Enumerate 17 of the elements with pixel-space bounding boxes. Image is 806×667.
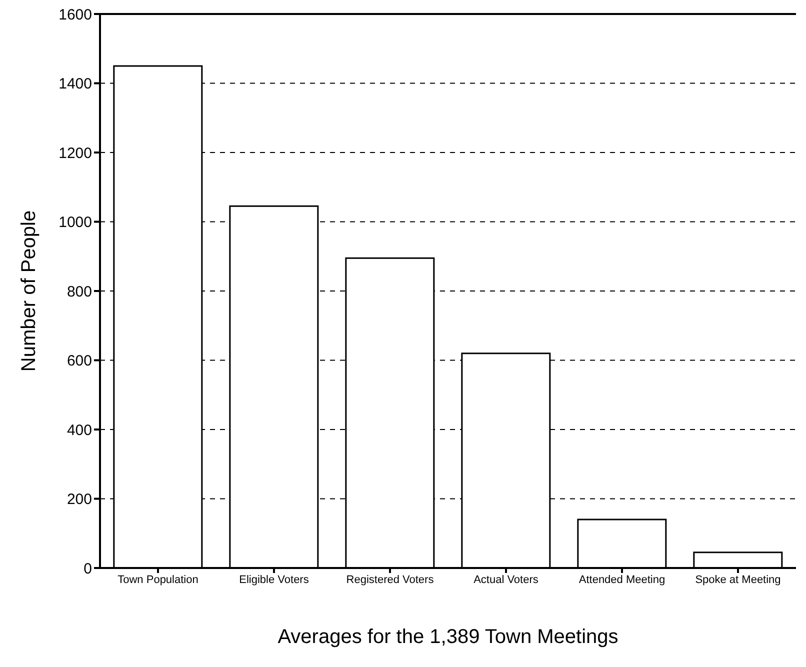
y-tick-label: 1400 [58, 76, 92, 93]
x-tick-label: Registered Voters [346, 574, 434, 586]
y-tick-label: 600 [66, 352, 92, 370]
y-tick-label: 800 [66, 283, 92, 300]
y-tick-label: 1200 [58, 144, 92, 162]
y-tick-label: 1000 [58, 214, 92, 232]
x-tick-label: Actual Voters [474, 574, 539, 586]
x-axis-title: Averages for the 1,389 Town Meetings [278, 626, 618, 648]
y-axis-title: Number of People [18, 210, 40, 372]
x-tick-label: Town Population [118, 574, 198, 586]
y-tick-label: 200 [66, 491, 92, 508]
x-tick-label: Attended Meeting [578, 574, 666, 586]
x-tick-label: Eligible Voters [239, 574, 310, 586]
y-tick-label: 0 [84, 560, 92, 578]
y-tick-label: 1600 [58, 6, 92, 24]
y-tick-label: 400 [66, 422, 92, 439]
x-tick-label: Spoke at Meeting [695, 574, 781, 586]
